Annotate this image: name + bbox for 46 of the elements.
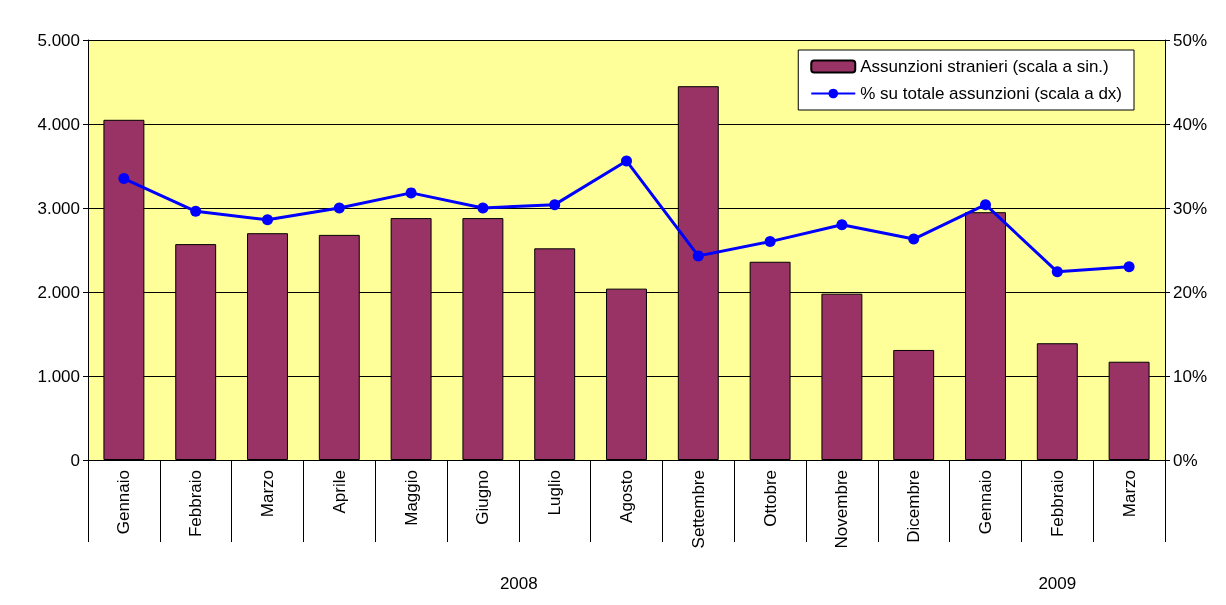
point — [477, 202, 489, 214]
x-tick-label: Marzo — [1119, 470, 1139, 518]
x-tick-label: Gennaio — [976, 470, 995, 535]
y2-tick-label: 10% — [1173, 366, 1208, 386]
y2-tick-label: 40% — [1173, 114, 1208, 134]
point — [118, 173, 130, 185]
point — [549, 199, 561, 211]
x-tick-label: Agosto — [617, 470, 636, 523]
point — [333, 202, 345, 214]
y-tick-label: 5.000 — [37, 30, 80, 50]
x-tick-label: Novembre — [832, 470, 852, 549]
x-tick-label: Febbraio — [1047, 470, 1067, 538]
point — [621, 155, 632, 167]
point — [262, 214, 273, 226]
point — [836, 219, 848, 231]
y-tick-label: 2.000 — [37, 282, 80, 302]
x-tick-label: Giugno — [473, 470, 493, 525]
x-tick-label: Ottobre — [760, 470, 780, 527]
x-tick-label: Luglio — [545, 470, 565, 516]
y2-tick-label: 30% — [1173, 198, 1208, 218]
y-tick-label: 4.000 — [37, 114, 80, 134]
x-tick-label: Dicembre — [904, 470, 924, 543]
x-tick-label: Aprile — [329, 470, 349, 514]
y2-tick-label: 0% — [1173, 450, 1198, 470]
point — [405, 187, 417, 199]
y2-tick-label: 50% — [1173, 30, 1208, 50]
text: 2009 — [1038, 573, 1077, 593]
x-tick-label: Settembre — [688, 470, 708, 549]
point — [1123, 261, 1135, 273]
text: 2008 — [499, 573, 538, 593]
point — [190, 205, 202, 217]
legend-label: Assunzioni stranieri (scala a sin.) — [860, 57, 1109, 76]
legend-label: % su totale assunzioni (scala a dx) — [860, 84, 1123, 103]
x-tick-label: Maggio — [401, 470, 421, 526]
point — [764, 236, 776, 248]
point — [908, 233, 920, 245]
y-tick-label: 1.000 — [37, 366, 80, 386]
point — [1051, 266, 1063, 278]
point — [692, 250, 704, 262]
y2-tick-label: 20% — [1173, 282, 1208, 302]
y-tick-label: 3.000 — [37, 198, 80, 218]
y-tick-label: 0 — [70, 450, 80, 470]
x-tick-label: Febbraio — [186, 470, 206, 538]
point — [980, 199, 991, 211]
x-tick-label: Gennaio — [114, 470, 134, 535]
x-tick-label: Marzo — [258, 470, 277, 518]
